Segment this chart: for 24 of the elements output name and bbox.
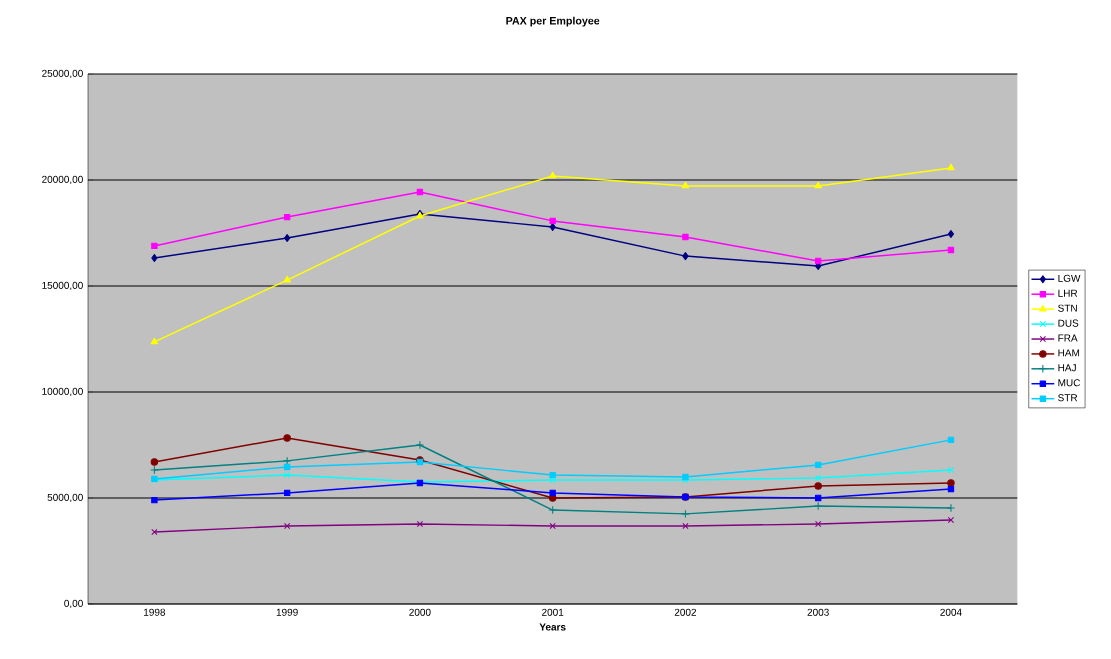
y-tick-label: 10000,00 <box>42 387 83 397</box>
chart-title: PAX per Employee <box>506 16 600 27</box>
y-tick-label: 20000,00 <box>42 175 83 185</box>
legend-label: LHR <box>1058 289 1078 297</box>
x-tick-label: 2000 <box>409 608 431 616</box>
legend-label: FRA <box>1058 334 1078 342</box>
x-tick-label: 2004 <box>940 608 962 616</box>
legend-label: STR <box>1058 394 1078 402</box>
y-tick-label: 15000,00 <box>42 281 83 291</box>
x-axis-title: Years <box>539 623 566 631</box>
y-tick-label: 5000,00 <box>47 493 83 503</box>
y-tick-label: 25000,00 <box>42 69 83 79</box>
x-tick-label: 2001 <box>542 608 564 616</box>
y-tick-label: 0,00 <box>64 599 83 609</box>
legend-label: MUC <box>1058 379 1081 387</box>
x-tick-label: 2003 <box>807 608 829 616</box>
x-tick-label: 1998 <box>144 608 166 616</box>
legend-label: HAM <box>1058 349 1080 357</box>
legend-label: LGW <box>1058 274 1081 282</box>
legend-label: HAJ <box>1058 364 1076 372</box>
x-tick-label: 1999 <box>276 608 298 616</box>
legend-label: STN <box>1058 304 1077 312</box>
legend-label: DUS <box>1058 319 1079 327</box>
x-tick-label: 2002 <box>674 608 697 616</box>
